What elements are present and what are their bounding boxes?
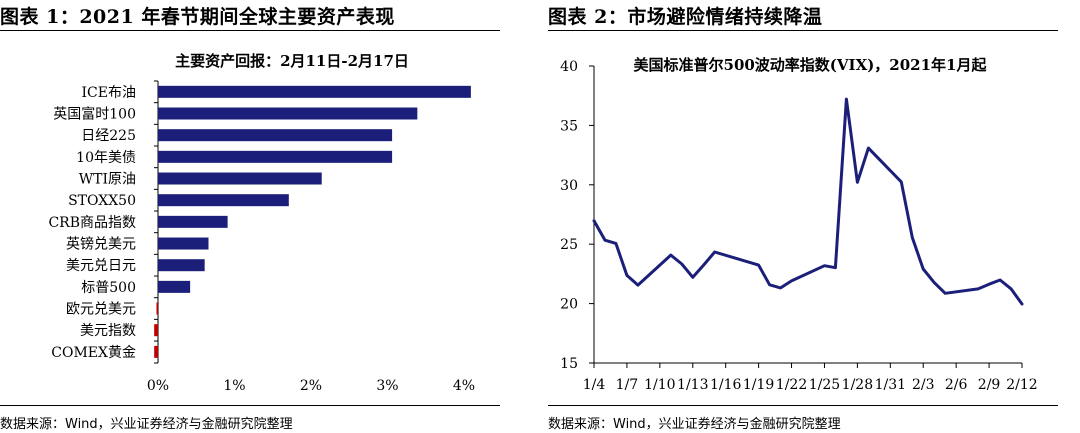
y-tick-label: 40	[560, 59, 578, 75]
x-tick-label: 0%	[147, 378, 169, 394]
figure-1-title: 图表 1：2021 年春节期间全球主要资产表现	[0, 6, 395, 28]
figure-1-source: 数据来源：Wind，兴业证券经济与金融研究院整理	[0, 417, 293, 432]
figure-2-panel: 图表 2：市场避险情绪持续降温 美国标准普尔500波动率指数(VIX)，2021…	[548, 0, 1080, 433]
x-tick-label: 1/4	[583, 377, 606, 393]
x-tick-label: 2/3	[912, 377, 935, 393]
x-tick-label: 4%	[453, 378, 475, 394]
bar	[156, 302, 158, 315]
bar	[154, 345, 158, 358]
bar-chart-title: 主要资产回报：2月11日-2月17日	[175, 52, 409, 70]
y-tick-label: 30	[560, 178, 578, 194]
category-label: 美元兑日元	[66, 258, 136, 274]
bar	[158, 259, 205, 272]
bar	[158, 107, 418, 120]
category-label: COMEX黄金	[51, 344, 136, 361]
bar	[158, 237, 209, 250]
x-tick-label: 1/10	[644, 377, 675, 393]
figure-2-title: 图表 2：市场避险情绪持续降温	[548, 6, 823, 28]
x-tick-label: 2/6	[945, 377, 968, 393]
bar	[158, 280, 191, 293]
bar	[158, 150, 393, 163]
vix-line-chart: 美国标准普尔500波动率指数(VIX)，2021年1月起 15 20 25 30 35 4…	[560, 56, 1038, 393]
x-tick-label: 2/12	[1006, 377, 1037, 393]
figure-1-panel: 图表 1：2021 年春节期间全球主要资产表现 主要资产回报：2月11日-2月1…	[0, 0, 520, 433]
y-tick-label: 35	[560, 118, 578, 134]
figure-1-top-rule	[0, 30, 500, 31]
x-tick-label: 1/31	[875, 377, 906, 393]
line-chart-title: 美国标准普尔500波动率指数(VIX)，2021年1月起	[634, 56, 988, 74]
category-label: 欧元兑美元	[66, 302, 136, 318]
x-tick-label: 1/22	[776, 377, 807, 393]
y-tick-label: 15	[560, 356, 578, 372]
category-label: 标普500	[81, 280, 136, 296]
figure-2-bottom-rule	[548, 405, 1058, 406]
category-label: WTI原油	[79, 172, 136, 188]
category-label: CRB商品指数	[48, 215, 136, 231]
category-label: 日经225	[81, 128, 136, 144]
category-label: 美元指数	[80, 323, 136, 339]
bar	[158, 172, 322, 185]
figure-1-bottom-rule	[0, 405, 500, 406]
category-label: STOXX50	[68, 193, 136, 209]
y-tick-label: 25	[560, 237, 578, 253]
bar	[154, 324, 158, 337]
x-tick-label: 1%	[223, 378, 245, 394]
category-label: 英国富时100	[53, 106, 136, 123]
bar	[158, 85, 471, 98]
x-tick-label: 1/25	[809, 377, 840, 393]
figure-2-top-rule	[548, 30, 1058, 31]
x-tick-label: 2/9	[978, 377, 1001, 393]
x-tick-label: 1/19	[743, 377, 774, 393]
x-tick-label: 1/7	[616, 377, 639, 393]
category-label: ICE布油	[82, 85, 136, 101]
x-tick-label: 1/28	[842, 377, 873, 393]
vix-series-line	[592, 97, 1024, 306]
bar	[158, 194, 289, 207]
bar	[158, 215, 228, 228]
category-label: 10年美债	[76, 150, 136, 166]
category-label: 英镑兑美元	[66, 236, 136, 253]
figure-2-source: 数据来源：Wind，兴业证券经济与金融研究院整理	[548, 417, 841, 432]
x-tick-label: 1/16	[710, 377, 742, 393]
x-tick-label: 1/13	[677, 377, 708, 393]
y-tick-label: 20	[560, 297, 578, 313]
x-tick-label: 3%	[376, 378, 398, 394]
bar	[158, 129, 393, 142]
x-tick-label: 2%	[300, 378, 322, 394]
